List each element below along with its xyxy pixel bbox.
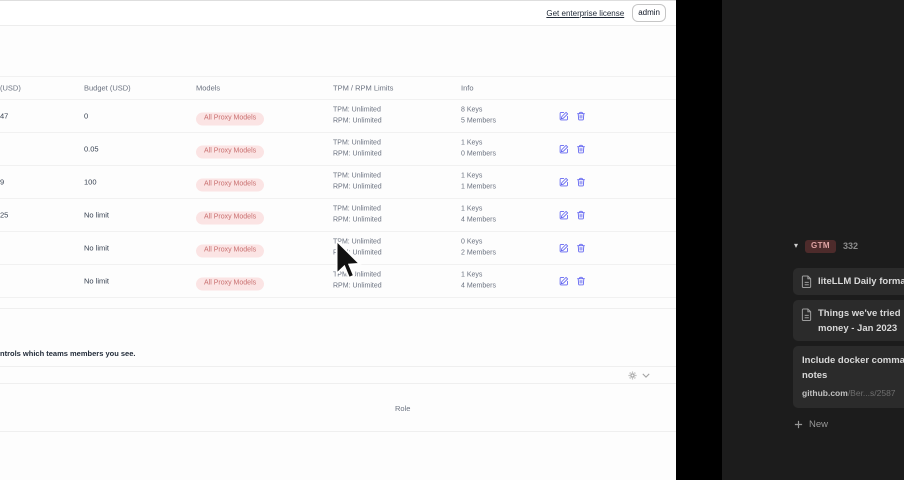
- new-page-button[interactable]: New: [794, 419, 828, 430]
- table-row: 9 100 All Proxy Models TPM: Unlimited RPM…: [0, 166, 676, 199]
- limits-value: TPM: Unlimited RPM: Unlimited: [333, 205, 382, 224]
- top-bar: Get enterprise license admin: [0, 0, 676, 26]
- admin-user-button[interactable]: admin: [632, 4, 666, 22]
- limits-value: TPM: Unlimited RPM: Unlimited: [333, 271, 382, 290]
- document-icon: [801, 308, 812, 321]
- new-label: New: [809, 419, 829, 430]
- edit-team-button[interactable]: [559, 111, 569, 121]
- doc-card-litellm-daily[interactable]: liteLLM Daily forma: [793, 268, 904, 295]
- edit-team-button[interactable]: [559, 243, 569, 253]
- info-value: 1 Keys 4 Members: [461, 205, 497, 224]
- limits-value: TPM: Unlimited RPM: Unlimited: [333, 106, 382, 125]
- limits-value: TPM: Unlimited RPM: Unlimited: [333, 238, 382, 257]
- limits-value: TPM: Unlimited RPM: Unlimited: [333, 139, 382, 158]
- chevron-down-icon[interactable]: [642, 373, 650, 378]
- column-header-budget: Budget (USD): [84, 83, 131, 93]
- group-count: 332: [843, 241, 859, 252]
- edit-team-button[interactable]: [559, 210, 569, 220]
- column-header-spend-usd: (USD): [0, 83, 21, 93]
- members-table-divider: [0, 431, 676, 432]
- get-enterprise-license-link[interactable]: Get enterprise license: [546, 8, 625, 18]
- edit-team-button[interactable]: [559, 276, 569, 286]
- filter-accordion-row[interactable]: [0, 366, 676, 384]
- limits-value: TPM: Unlimited RPM: Unlimited: [333, 172, 382, 191]
- info-value: 0 Keys 2 Members: [461, 238, 497, 257]
- notion-dark-panel: ▾ GTM 332 liteLLM Daily forma Things we'…: [722, 0, 904, 480]
- budget-value: 0: [84, 111, 89, 121]
- column-header-models: Models: [196, 83, 221, 93]
- info-value: 1 Keys 0 Members: [461, 139, 497, 158]
- plus-icon: [794, 420, 803, 429]
- column-header-limits: TPM / RPM Limits: [333, 83, 394, 93]
- delete-team-button[interactable]: [576, 243, 586, 253]
- card-title: liteLLM Daily forma: [818, 276, 904, 287]
- teams-table: (USD) Budget (USD) Models TPM / RPM Limi…: [0, 76, 676, 298]
- table-row: 47 0 All Proxy Models TPM: Unlimited RPM:…: [0, 100, 676, 133]
- pencil-square-icon: [559, 276, 569, 286]
- doc-card-things-tried[interactable]: Things we've tried money - Jan 2023: [793, 300, 904, 341]
- budget-value: 100: [84, 177, 97, 187]
- delete-team-button[interactable]: [576, 177, 586, 187]
- card-title: Include docker comma notes: [802, 355, 904, 381]
- spend-value: 47: [0, 111, 9, 121]
- models-badge: All Proxy Models: [196, 145, 265, 159]
- section-divider: [0, 308, 676, 309]
- role-column-header: Role: [395, 404, 411, 413]
- pencil-square-icon: [559, 243, 569, 253]
- document-icon: [801, 275, 812, 288]
- budget-value: No limit: [84, 210, 110, 220]
- trash-icon: [576, 111, 586, 121]
- trash-icon: [576, 177, 586, 187]
- edit-team-button[interactable]: [559, 144, 569, 154]
- gear-icon[interactable]: [628, 371, 637, 380]
- delete-team-button[interactable]: [576, 144, 586, 154]
- pencil-square-icon: [559, 210, 569, 220]
- table-row: No limit All Proxy Models TPM: Unlimited…: [0, 265, 676, 298]
- table-row: 0.05 All Proxy Models TPM: Unlimited RPM:…: [0, 133, 676, 166]
- delete-team-button[interactable]: [576, 111, 586, 121]
- delete-team-button[interactable]: [576, 210, 586, 220]
- info-value: 1 Keys 1 Members: [461, 172, 497, 191]
- card-title: Things we've tried money - Jan 2023: [818, 308, 901, 334]
- triangle-expander-icon[interactable]: ▾: [794, 241, 799, 251]
- github-link[interactable]: github.com/Ber...s/2587: [802, 388, 896, 398]
- delete-team-button[interactable]: [576, 276, 586, 286]
- pencil-square-icon: [559, 144, 569, 154]
- gtm-group-row[interactable]: ▾ GTM 332: [794, 240, 858, 253]
- pencil-square-icon: [559, 177, 569, 187]
- doc-card-docker-notes[interactable]: Include docker comma notes github.com/Ber…: [793, 346, 904, 408]
- spend-value: 25: [0, 210, 9, 220]
- litellm-admin-page: Get enterprise license admin (USD) Budge…: [0, 0, 676, 432]
- models-badge: All Proxy Models: [196, 244, 265, 258]
- models-badge: All Proxy Models: [196, 277, 265, 291]
- pencil-square-icon: [559, 111, 569, 121]
- models-badge: All Proxy Models: [196, 211, 265, 225]
- edit-team-button[interactable]: [559, 177, 569, 187]
- budget-value: 0.05: [84, 144, 99, 154]
- models-badge: All Proxy Models: [196, 112, 265, 126]
- info-value: 1 Keys 4 Members: [461, 271, 497, 290]
- budget-value: No limit: [84, 243, 110, 253]
- members-section-description: ntrols which teams members you see.: [0, 349, 136, 358]
- spend-value: 9: [0, 177, 5, 187]
- info-value: 8 Keys 5 Members: [461, 106, 497, 125]
- gtm-tag-badge: GTM: [805, 240, 836, 253]
- teams-table-header: (USD) Budget (USD) Models TPM / RPM Limi…: [0, 76, 676, 100]
- table-row: 25 No limit All Proxy Models TPM: Unlimi…: [0, 199, 676, 232]
- models-badge: All Proxy Models: [196, 178, 265, 192]
- black-separator: [676, 0, 722, 480]
- column-header-info: Info: [461, 83, 474, 93]
- trash-icon: [576, 276, 586, 286]
- table-row: No limit All Proxy Models TPM: Unlimited…: [0, 232, 676, 265]
- trash-icon: [576, 144, 586, 154]
- trash-icon: [576, 243, 586, 253]
- trash-icon: [576, 210, 586, 220]
- budget-value: No limit: [84, 276, 110, 286]
